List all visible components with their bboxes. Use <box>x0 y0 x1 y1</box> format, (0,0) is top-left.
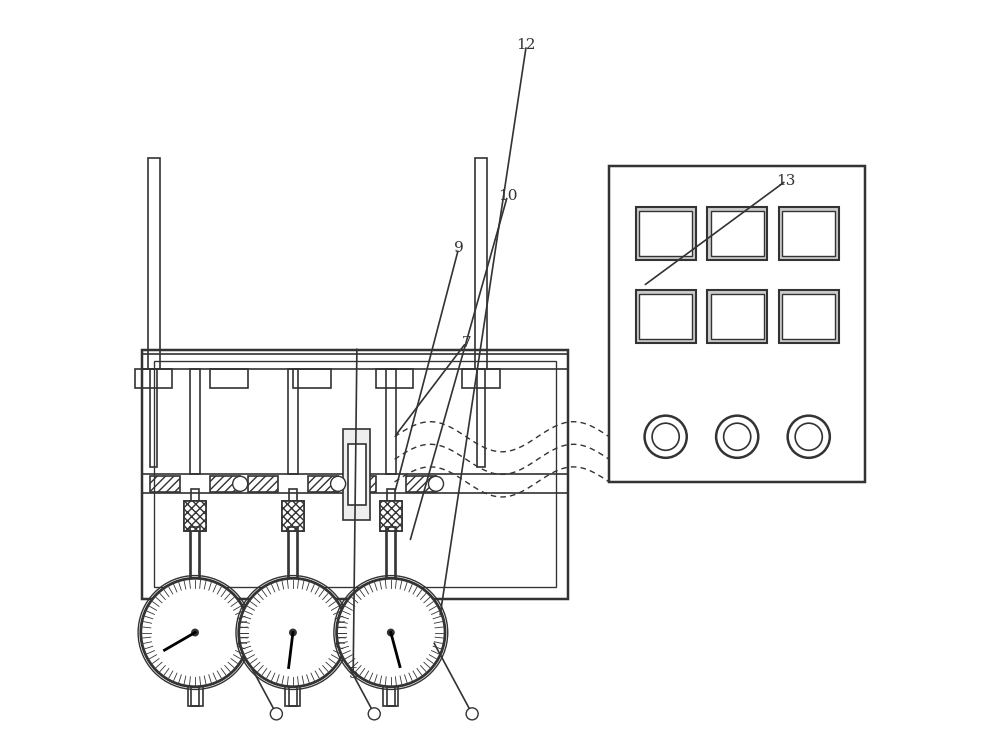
Bar <box>343 429 370 520</box>
Bar <box>386 527 396 617</box>
Bar <box>142 350 568 599</box>
Bar <box>636 290 696 343</box>
Circle shape <box>368 708 380 720</box>
Bar <box>285 683 300 706</box>
Bar <box>380 501 402 531</box>
Bar <box>248 476 278 492</box>
Circle shape <box>645 416 687 458</box>
Text: 13: 13 <box>776 174 796 187</box>
Bar <box>289 489 297 706</box>
Bar <box>184 501 206 531</box>
Bar <box>636 207 696 260</box>
Bar <box>707 207 767 260</box>
Circle shape <box>388 630 394 636</box>
Circle shape <box>466 708 478 720</box>
Bar <box>288 369 298 474</box>
Bar <box>288 527 298 617</box>
Text: 10: 10 <box>498 189 517 203</box>
Bar <box>475 158 487 369</box>
Bar <box>142 354 568 369</box>
Bar <box>348 444 366 505</box>
Circle shape <box>337 578 445 687</box>
Bar <box>154 361 556 587</box>
Circle shape <box>192 630 198 636</box>
Bar <box>779 290 839 343</box>
Bar <box>210 476 240 492</box>
Bar <box>346 476 376 492</box>
Circle shape <box>795 423 822 450</box>
Circle shape <box>233 477 248 492</box>
Bar <box>406 476 436 492</box>
Circle shape <box>239 578 347 687</box>
Bar <box>282 501 304 531</box>
Bar <box>148 158 160 369</box>
Text: 7: 7 <box>461 336 471 349</box>
Circle shape <box>724 423 751 450</box>
Text: 12: 12 <box>517 38 536 52</box>
Bar <box>707 290 767 343</box>
Bar <box>383 683 398 706</box>
Bar <box>639 211 692 256</box>
Bar <box>711 211 764 256</box>
Bar <box>184 501 206 531</box>
Circle shape <box>270 708 282 720</box>
Circle shape <box>141 578 249 687</box>
Circle shape <box>331 477 346 492</box>
Bar <box>387 489 395 706</box>
Bar <box>711 294 764 339</box>
Bar <box>191 489 199 706</box>
Bar <box>293 369 331 388</box>
Circle shape <box>652 423 679 450</box>
Bar <box>210 369 248 388</box>
Bar <box>477 369 485 467</box>
Text: 9: 9 <box>454 242 463 255</box>
Circle shape <box>428 477 444 492</box>
Bar <box>190 369 200 474</box>
Bar <box>639 294 692 339</box>
Bar <box>308 476 338 492</box>
Bar <box>188 683 203 706</box>
Circle shape <box>716 416 758 458</box>
Bar <box>135 369 172 388</box>
Bar <box>380 501 402 531</box>
Bar <box>386 369 396 474</box>
Circle shape <box>290 630 296 636</box>
Bar <box>779 207 839 260</box>
Bar <box>462 369 500 388</box>
Bar <box>282 501 304 531</box>
Bar <box>609 166 865 482</box>
Bar <box>150 369 157 467</box>
Bar <box>376 369 413 388</box>
Bar <box>190 527 200 617</box>
Bar <box>142 474 568 493</box>
Text: 5: 5 <box>348 667 358 681</box>
Bar <box>150 476 180 492</box>
Bar <box>782 294 835 339</box>
Bar <box>782 211 835 256</box>
Circle shape <box>788 416 830 458</box>
